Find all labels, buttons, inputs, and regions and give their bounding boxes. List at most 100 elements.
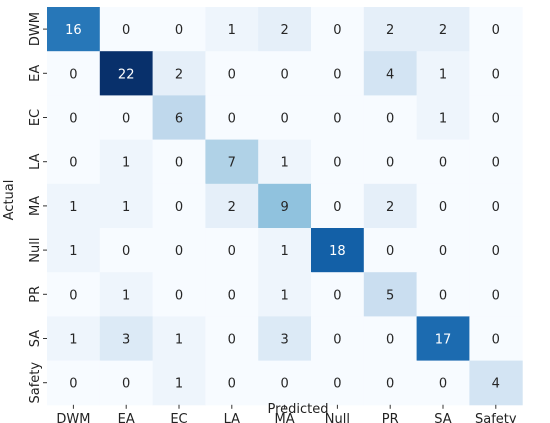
heatmap-cells <box>47 7 523 406</box>
heatmap-cell <box>469 7 523 52</box>
cell-value-label: 22 <box>118 67 135 82</box>
cell-value-label: 0 <box>175 23 183 38</box>
heatmap-cell <box>469 51 523 96</box>
heatmap-cell <box>99 316 154 362</box>
x-tick-labels: DWM EA EC LA MA Null PR SA Safety <box>56 404 517 423</box>
heatmap-cell <box>47 139 101 185</box>
cell-value-label: 0 <box>175 244 183 259</box>
cell-value-label: 0 <box>333 377 341 392</box>
cell-value-label: 0 <box>228 377 236 392</box>
cell-value-label: 0 <box>439 156 447 171</box>
cell-value-label: 0 <box>69 377 77 392</box>
cell-value-label: 16 <box>65 23 82 38</box>
cell-value-label: 0 <box>386 156 394 171</box>
heatmap-cell <box>469 183 523 229</box>
y-tick-label: MA <box>28 196 43 216</box>
cell-value-label: 0 <box>122 23 130 38</box>
heatmap-cell <box>469 228 523 273</box>
y-tick-label: Safety <box>28 362 43 404</box>
cell-value-label: 0 <box>492 112 500 127</box>
heatmap-cell <box>363 139 418 185</box>
heatmap-cell <box>469 95 523 141</box>
heatmap-cell <box>47 228 101 273</box>
x-tick-label: EA <box>118 412 135 423</box>
cell-value-label: 0 <box>492 288 500 303</box>
heatmap-cell <box>258 228 312 273</box>
cell-value-label: 1 <box>280 156 288 171</box>
heatmap-cell <box>258 316 312 362</box>
y-tick-label: LA <box>28 153 43 170</box>
cell-value-label: 0 <box>228 333 236 348</box>
heatmap-cell <box>152 139 206 185</box>
cell-value-label: 18 <box>329 244 346 259</box>
heatmap-cell <box>205 139 259 185</box>
heatmap-cell <box>258 360 312 406</box>
cell-value-label: 17 <box>435 333 452 348</box>
cell-value-label: 0 <box>175 200 183 215</box>
heatmap-cell <box>416 139 470 185</box>
heatmap-cell <box>311 7 365 52</box>
heatmap-cell <box>363 272 418 317</box>
cell-value-label: 0 <box>439 244 447 259</box>
heatmap-cell <box>258 51 312 96</box>
cell-value-label: 0 <box>122 112 130 127</box>
cell-value-label: 5 <box>386 288 394 303</box>
heatmap-cell <box>47 7 101 52</box>
cell-value-label: 2 <box>386 23 394 38</box>
cell-value-label: 1 <box>69 244 77 259</box>
cell-value-label: 7 <box>228 156 236 171</box>
heatmap-cell <box>469 360 523 406</box>
heatmap-cell <box>363 183 418 229</box>
cell-value-label: 0 <box>280 112 288 127</box>
cell-value-label: 1 <box>175 333 183 348</box>
heatmap-cell <box>152 95 206 141</box>
heatmap-cell <box>416 51 470 96</box>
cell-value-label: 1 <box>122 200 130 215</box>
cell-value-label: 0 <box>175 156 183 171</box>
y-axis-title: Actual <box>2 180 17 221</box>
heatmap-cell <box>311 272 365 317</box>
y-tick-label: PR <box>28 286 43 303</box>
heatmap-cell <box>416 7 470 52</box>
heatmap-cell <box>47 51 101 96</box>
cell-value-label: 0 <box>492 23 500 38</box>
x-tick-label: MA <box>275 412 295 423</box>
cell-value-label: 0 <box>333 156 341 171</box>
y-tick-label: EA <box>28 65 43 82</box>
heatmap-cell <box>258 183 312 229</box>
heatmap-cell <box>363 7 418 52</box>
cell-value-label: 0 <box>439 288 447 303</box>
cell-value-label: 6 <box>175 112 183 127</box>
heatmap-cell <box>258 95 312 141</box>
heatmap-cell <box>311 51 365 96</box>
cell-value-label: 0 <box>122 377 130 392</box>
heatmap-cell <box>152 51 206 96</box>
cell-value-label: 1 <box>280 288 288 303</box>
cell-value-label: 0 <box>386 112 394 127</box>
heatmap-cell <box>416 183 470 229</box>
cell-value-label: 0 <box>228 288 236 303</box>
heatmap-cell <box>258 139 312 185</box>
cell-value-label: 0 <box>175 288 183 303</box>
heatmap-cell <box>469 316 523 362</box>
heatmap-cell <box>47 360 101 406</box>
heatmap-cell <box>47 316 101 362</box>
heatmap-cell <box>416 228 470 273</box>
cell-value-label: 0 <box>69 112 77 127</box>
cell-value-label: 2 <box>439 23 447 38</box>
cell-value-labels: 16 0 0 1 2 0 2 2 00 22 2 0 0 0 4 1 00 0 6 0 0 0 0 1 00 1 0 7 1 0 0 0 01 1… <box>65 23 500 392</box>
cell-value-label: 0 <box>333 23 341 38</box>
y-tick-label: DWM <box>28 12 43 46</box>
x-tick-label: SA <box>434 412 451 423</box>
heatmap-cell <box>152 183 206 229</box>
heatmap-cell <box>205 7 259 52</box>
cell-value-label: 0 <box>333 112 341 127</box>
heatmap-cell <box>99 7 154 52</box>
cell-value-label: 0 <box>492 67 500 82</box>
cell-value-label: 3 <box>122 333 130 348</box>
cell-value-label: 0 <box>492 156 500 171</box>
cell-value-label: 2 <box>280 23 288 38</box>
heatmap-cell <box>99 95 154 141</box>
cell-value-label: 1 <box>439 67 447 82</box>
